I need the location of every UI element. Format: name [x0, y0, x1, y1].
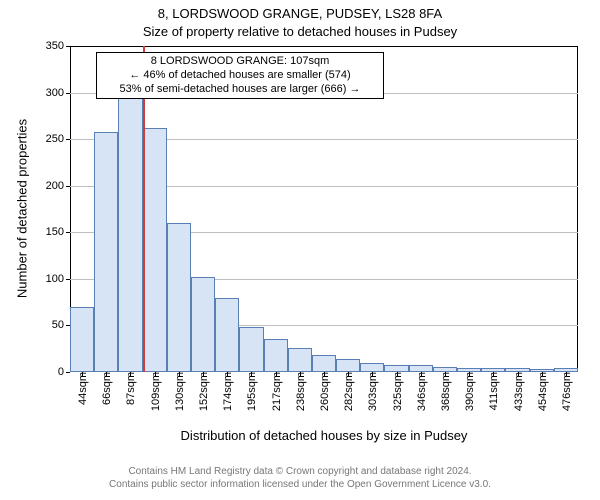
y-axis-title: Number of detached properties [15, 109, 30, 309]
x-axis-title: Distribution of detached houses by size … [70, 428, 578, 443]
histogram-bar [336, 359, 360, 372]
histogram-bar [288, 348, 312, 372]
histogram-bar [143, 128, 167, 372]
ytick-label: 250 [46, 133, 70, 145]
xtick-label: 346sqm [414, 372, 428, 411]
footer-attribution: Contains HM Land Registry data © Crown c… [0, 466, 600, 491]
xtick-label: 325sqm [390, 372, 404, 411]
xtick-label: 238sqm [293, 372, 307, 411]
histogram-bar [94, 132, 118, 372]
histogram-bar [312, 355, 336, 372]
xtick-label: 217sqm [269, 372, 283, 411]
xtick-label: 87sqm [123, 372, 137, 405]
annotation-line: ← 46% of detached houses are smaller (57… [103, 69, 377, 83]
xtick-label: 303sqm [365, 372, 379, 411]
xtick-label: 260sqm [317, 372, 331, 411]
xtick-label: 44sqm [75, 372, 89, 405]
xtick-label: 130sqm [172, 372, 186, 411]
page-title: 8, LORDSWOOD GRANGE, PUDSEY, LS28 8FA [0, 6, 600, 21]
xtick-label: 282sqm [341, 372, 355, 411]
xtick-label: 66sqm [99, 372, 113, 405]
xtick-label: 433sqm [511, 372, 525, 411]
ytick-label: 100 [46, 273, 70, 285]
page-subtitle: Size of property relative to detached ho… [0, 24, 600, 39]
xtick-label: 476sqm [559, 372, 573, 411]
footer-line-1: Contains HM Land Registry data © Crown c… [0, 466, 600, 479]
ytick-label: 350 [46, 40, 70, 52]
histogram-bar [70, 307, 94, 372]
histogram-bar [191, 277, 215, 372]
histogram-bar [264, 339, 288, 372]
histogram-bar [167, 223, 191, 372]
ytick-label: 50 [52, 319, 70, 331]
ytick-label: 150 [46, 226, 70, 238]
histogram-bar [384, 365, 408, 372]
xtick-label: 454sqm [535, 372, 549, 411]
xtick-label: 368sqm [438, 372, 452, 411]
xtick-label: 152sqm [196, 372, 210, 411]
annotation-line: 53% of semi-detached houses are larger (… [103, 83, 377, 97]
xtick-label: 109sqm [148, 372, 162, 411]
histogram-bar [360, 363, 384, 372]
xtick-label: 174sqm [220, 372, 234, 411]
annotation-line: 8 LORDSWOOD GRANGE: 107sqm [103, 55, 377, 69]
xtick-label: 390sqm [462, 372, 476, 411]
xtick-label: 411sqm [486, 372, 500, 410]
ytick-label: 200 [46, 180, 70, 192]
footer-line-2: Contains public sector information licen… [0, 479, 600, 492]
xtick-label: 195sqm [244, 372, 258, 411]
histogram-bar [239, 327, 263, 372]
chart-container: 8, LORDSWOOD GRANGE, PUDSEY, LS28 8FA Si… [0, 0, 600, 500]
ytick-label: 0 [58, 366, 70, 378]
histogram-bar [215, 298, 239, 373]
annotation-box: 8 LORDSWOOD GRANGE: 107sqm← 46% of detac… [96, 52, 384, 99]
histogram-bar [118, 94, 142, 372]
ytick-label: 300 [46, 87, 70, 99]
